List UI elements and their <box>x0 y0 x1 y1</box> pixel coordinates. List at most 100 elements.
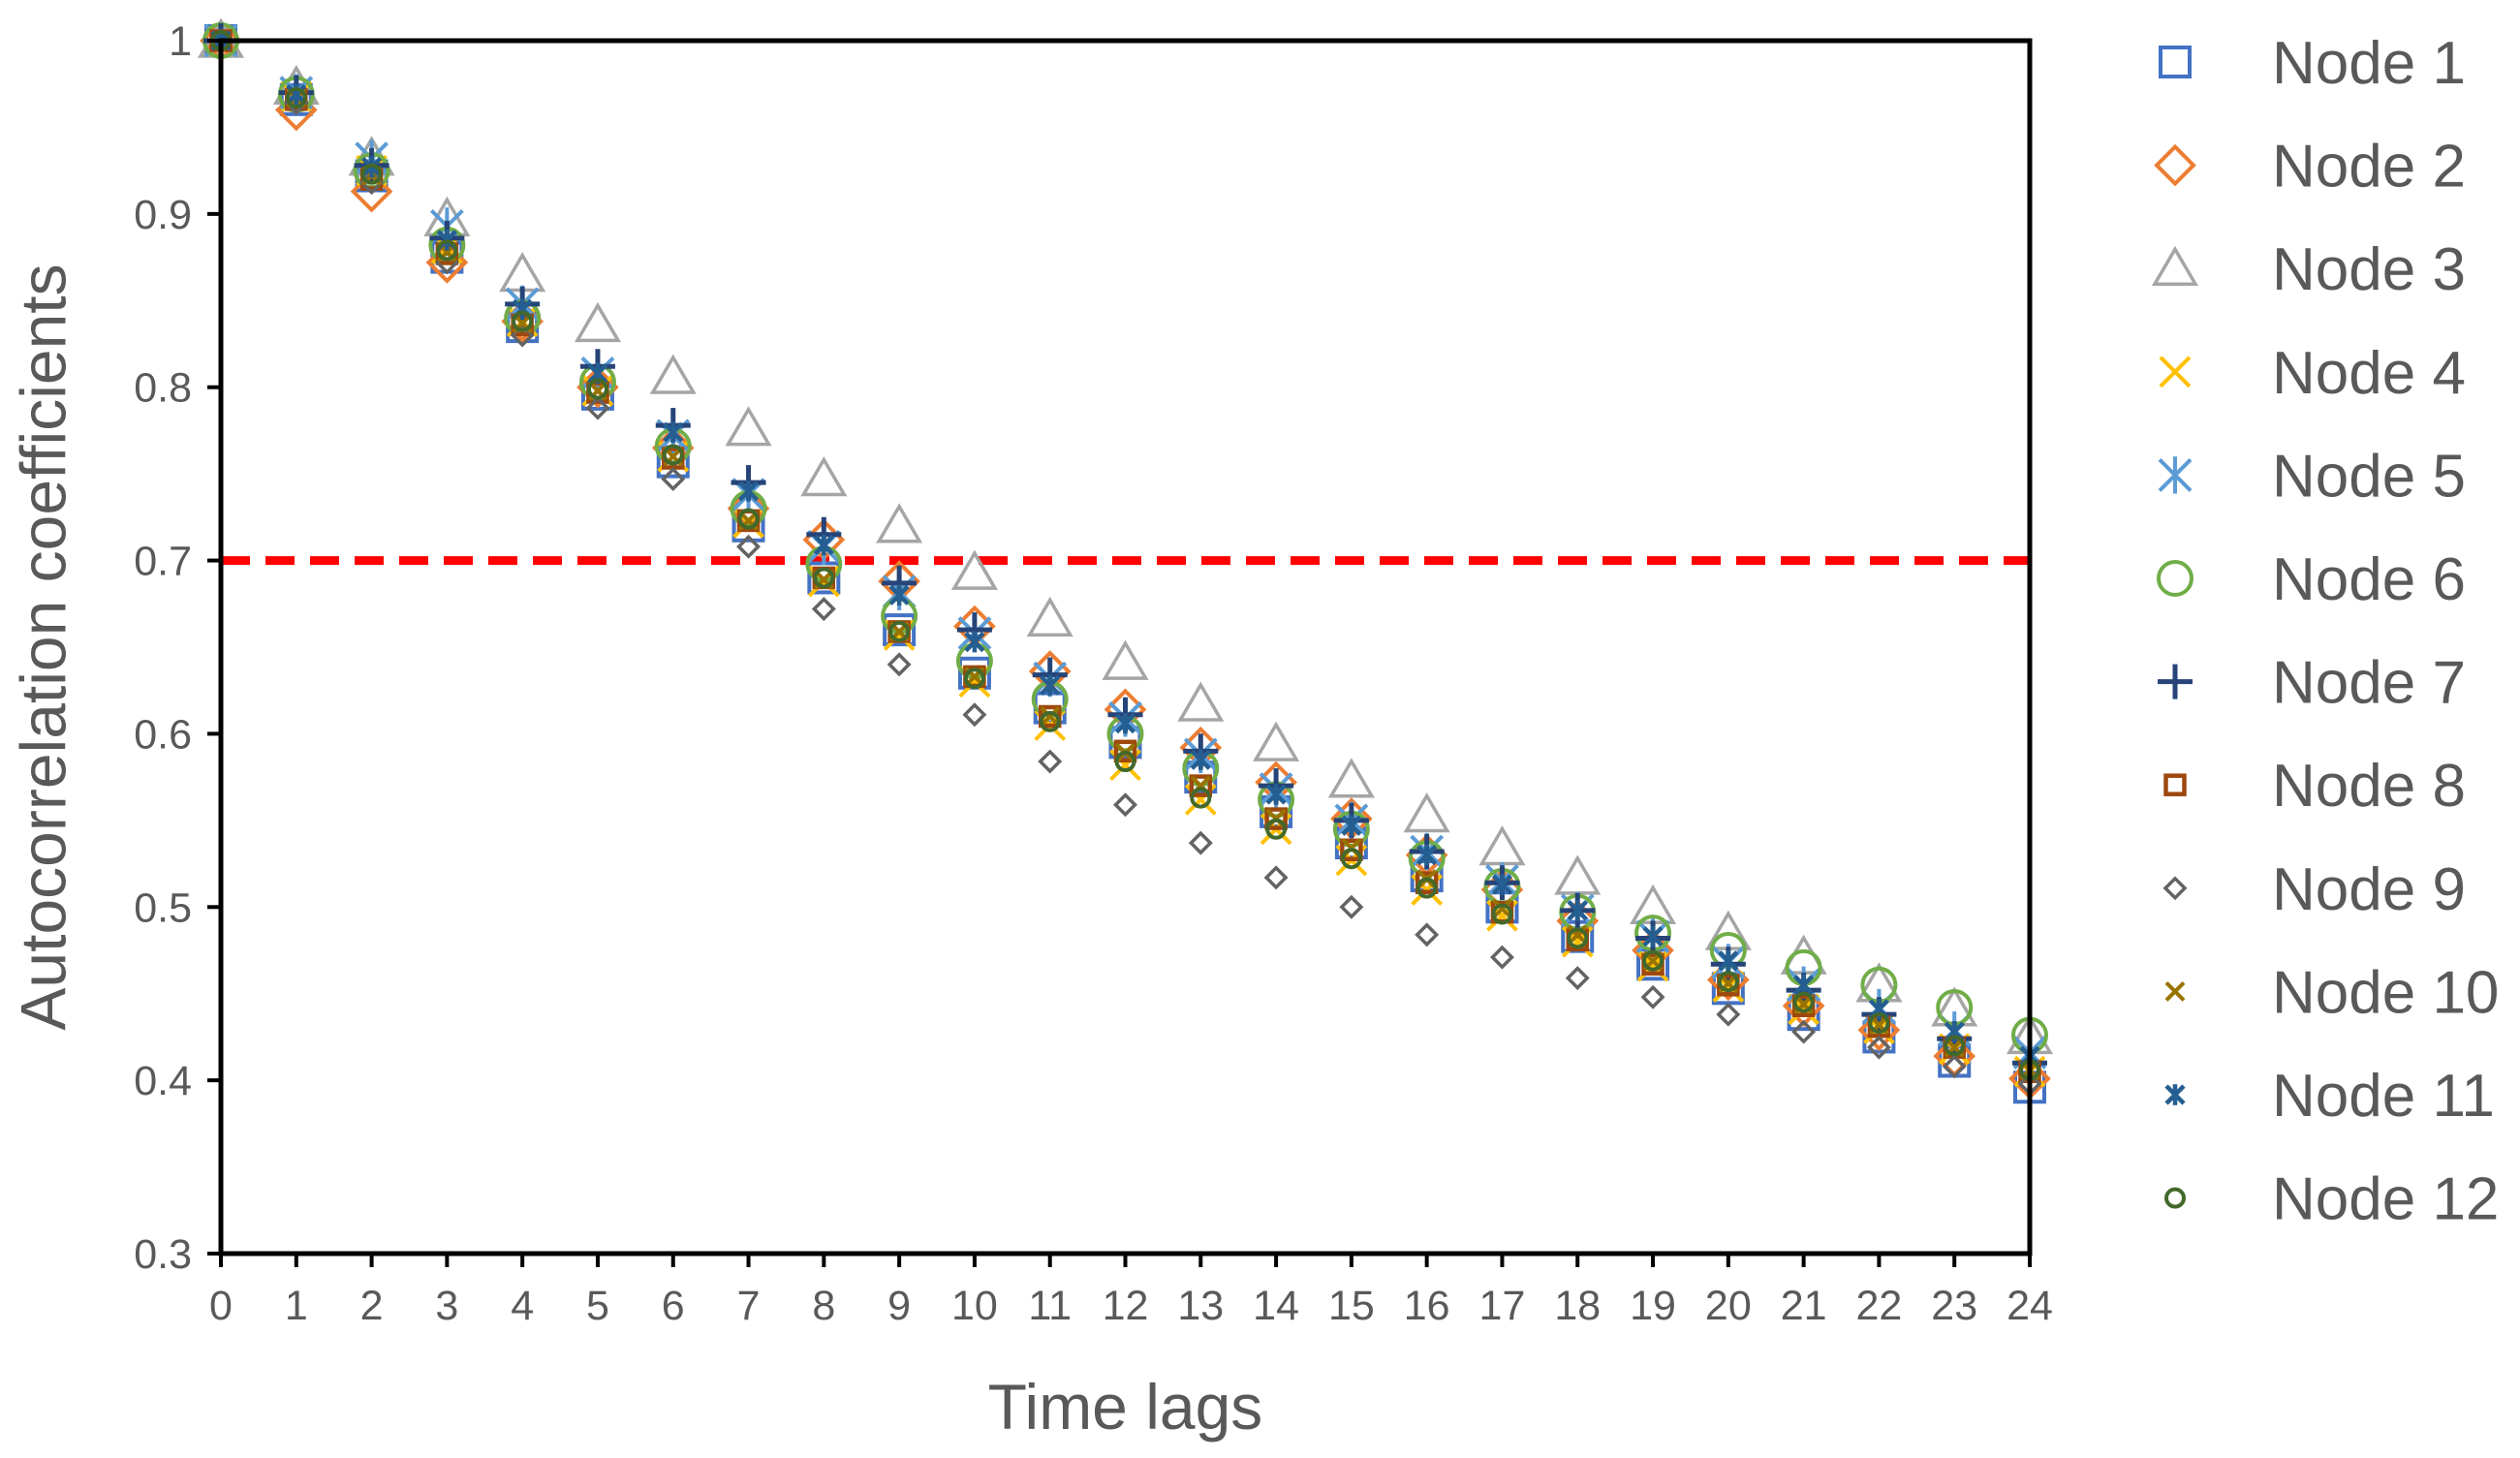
data-point <box>1339 894 1364 919</box>
data-point <box>1038 749 1063 774</box>
x-tick-label: 24 <box>2007 1283 2053 1329</box>
data-point <box>1857 1008 1901 1052</box>
legend-item: Node 8 <box>2163 753 2466 820</box>
data-point <box>1717 971 1739 993</box>
x-tick-label: 15 <box>1328 1283 1375 1329</box>
data-point <box>1113 792 1137 818</box>
y-axis-ticks: 0.3 0.4 0.5 0.6 0.7 0.8 0.9 1 <box>134 18 221 1278</box>
data-point <box>1942 1054 1967 1079</box>
legend-label: Node 12 <box>2272 1166 2499 1233</box>
legend-marker <box>2159 356 2192 388</box>
x-tick-label: 14 <box>1253 1283 1299 1329</box>
data-point <box>1792 991 1815 1013</box>
data-point <box>1640 984 1665 1009</box>
legend-label: Node 6 <box>2272 546 2466 613</box>
legend-item: Node 7 <box>2158 650 2466 717</box>
data-point <box>1944 1035 1966 1057</box>
y-tick-label: 0.8 <box>134 365 192 412</box>
x-tick-label: 12 <box>1103 1283 1149 1329</box>
data-point <box>661 467 686 491</box>
plot-area <box>221 41 2030 1254</box>
data-point <box>1265 784 1287 805</box>
legend-item: Node 1 <box>2159 30 2466 97</box>
data-point <box>1102 639 1149 680</box>
x-tick-label: 3 <box>435 1283 458 1329</box>
data-point <box>962 702 987 728</box>
data-point <box>586 378 608 400</box>
data-point <box>663 421 684 444</box>
data-point <box>1190 787 1212 809</box>
data-point <box>1403 792 1450 833</box>
legend-marker <box>2164 1187 2186 1209</box>
data-point <box>1265 818 1288 840</box>
data-point <box>512 310 534 332</box>
data-point <box>1341 815 1362 837</box>
legend-marker <box>2162 876 2188 901</box>
x-axis-ticks: 0 1 2 3 4 5 6 7 8 9 10 11 12 13 14 15 16 17 18 19 20 21 22 23 24 <box>209 1254 2053 1329</box>
legend-marker <box>2158 664 2193 699</box>
y-tick-label: 0.3 <box>134 1231 192 1278</box>
legend-item: Node 6 <box>2157 546 2466 613</box>
data-point <box>1718 949 1739 972</box>
data-point <box>811 597 836 622</box>
legend-label: Node 2 <box>2272 134 2466 201</box>
data-point <box>963 667 985 690</box>
data-point <box>1416 844 1438 866</box>
data-point <box>1642 925 1664 947</box>
data-point <box>1491 903 1513 925</box>
data-point <box>585 395 610 420</box>
x-axis-title: Time lags <box>988 1371 1263 1442</box>
x-tick-label: 10 <box>951 1283 998 1329</box>
legend-item: Node 12 <box>2164 1166 2499 1233</box>
legend-marker <box>2151 245 2199 286</box>
data-point <box>1040 674 1061 697</box>
x-tick-label: 7 <box>737 1283 761 1329</box>
x-tick-label: 18 <box>1554 1283 1601 1329</box>
legend-marker <box>2157 560 2193 597</box>
x-tick-label: 21 <box>1781 1283 1827 1329</box>
data-point <box>1567 927 1589 949</box>
x-tick-label: 2 <box>360 1283 384 1329</box>
data-point <box>1263 865 1289 890</box>
legend-marker <box>2164 980 2186 1002</box>
legend-item: Node 9 <box>2162 856 2466 923</box>
x-tick-label: 1 <box>285 1283 308 1329</box>
legend-label: Node 8 <box>2272 753 2466 820</box>
data-point <box>1642 949 1664 972</box>
x-tick-label: 16 <box>1404 1283 1450 1329</box>
data-point <box>1491 874 1513 895</box>
data-point <box>649 354 697 394</box>
y-tick-label: 0.4 <box>134 1058 192 1104</box>
data-point <box>1114 712 1136 734</box>
legend-item: Node 11 <box>2164 1063 2495 1130</box>
legend-label: Node 4 <box>2272 340 2466 407</box>
data-point <box>813 567 835 589</box>
data-point <box>1026 596 1073 637</box>
data-point <box>436 239 458 262</box>
data-point <box>360 163 383 185</box>
data-point <box>285 87 307 109</box>
legend-item: Node 3 <box>2151 236 2466 303</box>
x-tick-label: 19 <box>1630 1283 1676 1329</box>
data-point <box>800 456 848 497</box>
data-point <box>1188 830 1213 855</box>
x-tick-label: 0 <box>209 1283 233 1329</box>
legend-label: Node 1 <box>2272 30 2466 97</box>
data-point <box>950 549 998 590</box>
data-point <box>1039 710 1061 732</box>
data-point <box>964 631 985 653</box>
data-point <box>1114 751 1136 773</box>
y-axis-title: Autocorrelation coefficients <box>7 264 78 1030</box>
x-tick-label: 20 <box>1705 1283 1752 1329</box>
data-point <box>888 584 910 606</box>
data-point <box>1565 966 1590 991</box>
x-tick-label: 22 <box>1855 1283 1902 1329</box>
data-point <box>1416 877 1438 899</box>
x-tick-label: 13 <box>1177 1283 1224 1329</box>
data-point <box>1567 900 1588 921</box>
data-point <box>725 406 772 447</box>
data-point <box>1190 749 1211 771</box>
data-point <box>662 444 684 466</box>
data-point <box>888 620 911 642</box>
legend-marker <box>2158 456 2193 494</box>
